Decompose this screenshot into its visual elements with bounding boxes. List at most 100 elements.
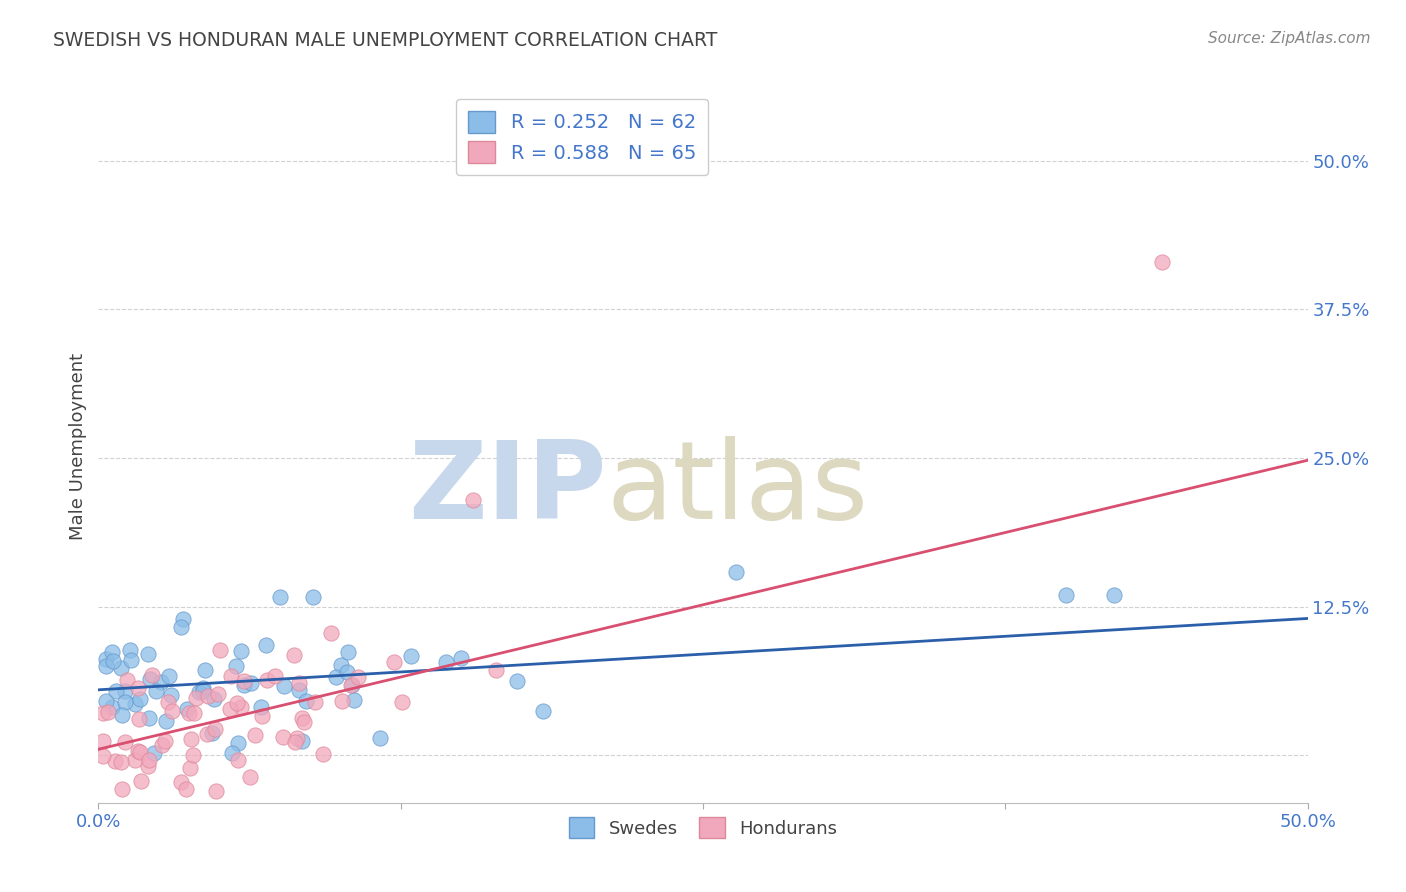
Point [342, 678, 364, 692]
Text: ZIP: ZIP [408, 436, 606, 541]
Point [325, 670, 347, 684]
Point [176, 702, 198, 716]
Point [101, 654, 124, 668]
Point [284, 735, 307, 749]
Point [110, 661, 132, 675]
Point [129, 745, 152, 759]
Point [201, 726, 224, 740]
Point [94, 658, 117, 673]
Point [104, 755, 127, 769]
Point [336, 665, 359, 680]
Point [225, 659, 247, 673]
Point [114, 684, 136, 698]
Point [233, 678, 256, 692]
Point [531, 704, 554, 718]
Point [155, 714, 177, 728]
Point [285, 731, 308, 746]
Point [273, 679, 295, 693]
Point [124, 698, 146, 712]
Point [155, 734, 177, 748]
Point [120, 653, 142, 667]
Point [170, 620, 193, 634]
Point [93, 749, 115, 764]
Point [1102, 588, 1125, 602]
Point [312, 747, 335, 762]
Point [295, 694, 318, 708]
Point [187, 684, 209, 698]
Point [1054, 588, 1077, 602]
Point [391, 695, 413, 709]
Point [263, 669, 285, 683]
Point [138, 710, 160, 724]
Point [319, 626, 342, 640]
Point [202, 692, 225, 706]
Point [291, 734, 314, 748]
Point [250, 709, 273, 723]
Point [150, 675, 173, 690]
Point [346, 670, 368, 684]
Y-axis label: Male Unemployment: Male Unemployment [69, 352, 87, 540]
Point [101, 645, 124, 659]
Point [273, 730, 295, 744]
Point [225, 696, 247, 710]
Point [197, 689, 219, 703]
Point [111, 781, 134, 796]
Point [288, 683, 311, 698]
Point [304, 695, 326, 709]
Point [139, 672, 162, 686]
Point [506, 673, 529, 688]
Point [183, 706, 205, 720]
Point [172, 612, 194, 626]
Point [174, 782, 197, 797]
Point [127, 681, 149, 695]
Point [179, 761, 201, 775]
Point [150, 739, 173, 753]
Point [204, 722, 226, 736]
Point [243, 728, 266, 742]
Point [115, 673, 138, 687]
Point [184, 691, 207, 706]
Point [226, 736, 249, 750]
Text: Source: ZipAtlas.com: Source: ZipAtlas.com [1208, 31, 1371, 46]
Text: SWEDISH VS HONDURAN MALE UNEMPLOYMENT CORRELATION CHART: SWEDISH VS HONDURAN MALE UNEMPLOYMENT CO… [53, 31, 718, 50]
Point [138, 753, 160, 767]
Point [231, 644, 253, 658]
Point [370, 731, 392, 746]
Point [256, 673, 278, 688]
Point [450, 651, 472, 665]
Point [94, 694, 117, 708]
Point [228, 753, 250, 767]
Point [239, 676, 262, 690]
Point [292, 715, 315, 730]
Point [434, 655, 457, 669]
Point [269, 590, 291, 604]
Point [114, 735, 136, 749]
Point [1152, 254, 1174, 268]
Point [218, 702, 240, 716]
Point [128, 712, 150, 726]
Point [330, 657, 353, 672]
Point [160, 704, 183, 718]
Point [145, 684, 167, 698]
Point [254, 638, 277, 652]
Point [104, 683, 127, 698]
Point [205, 784, 228, 798]
Point [191, 681, 214, 695]
Point [463, 492, 485, 507]
Point [97, 706, 120, 720]
Text: atlas: atlas [606, 436, 869, 541]
Point [141, 668, 163, 682]
Point [229, 699, 252, 714]
Point [340, 678, 363, 692]
Point [169, 774, 191, 789]
Point [232, 673, 254, 688]
Point [136, 758, 159, 772]
Point [177, 706, 200, 721]
Point [138, 647, 160, 661]
Point [291, 711, 314, 725]
Point [94, 652, 117, 666]
Point [485, 663, 508, 677]
Point [399, 648, 422, 663]
Point [382, 656, 405, 670]
Point [337, 644, 360, 658]
